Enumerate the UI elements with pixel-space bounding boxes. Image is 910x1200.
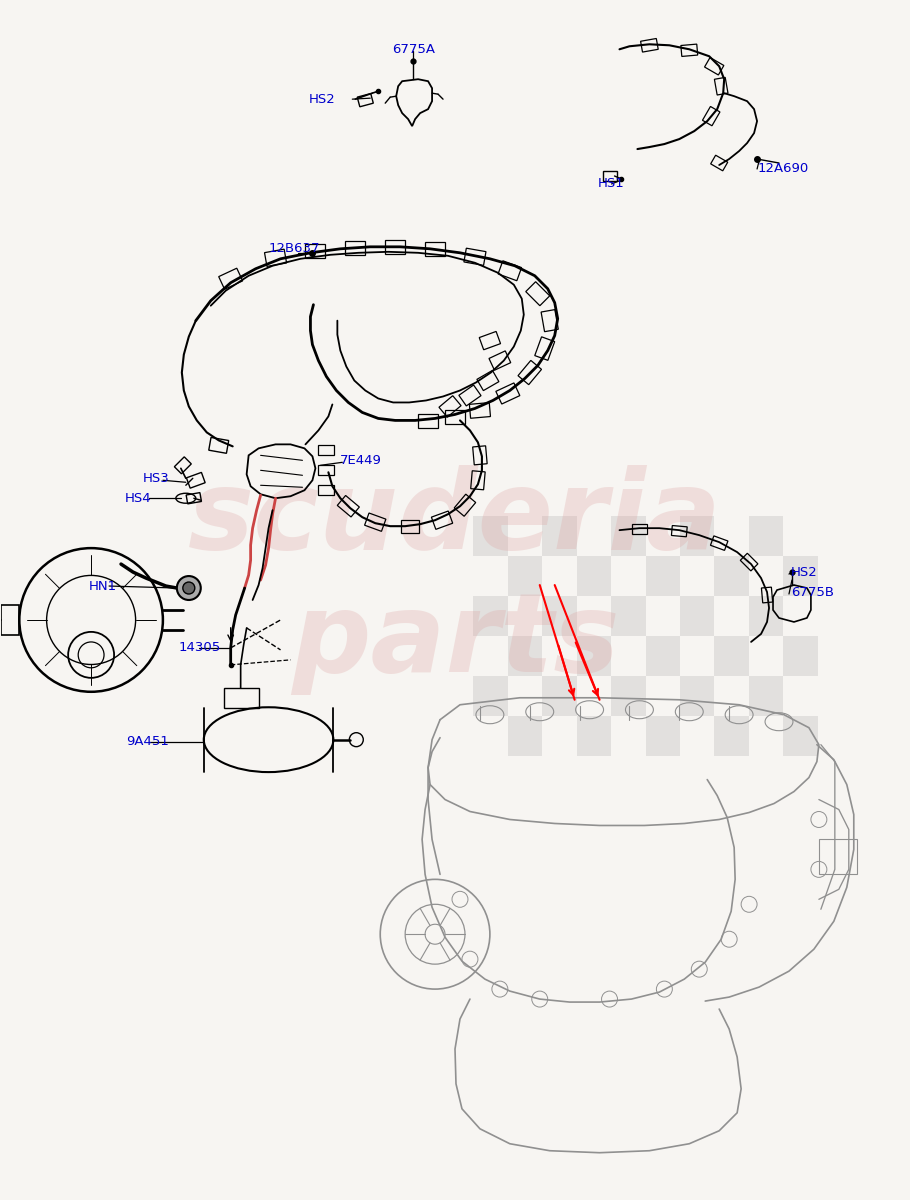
Bar (784, 715, 818, 756)
Bar (611, 596, 645, 636)
Bar (401, 520, 420, 533)
Bar (473, 596, 508, 636)
Bar (714, 77, 728, 95)
Bar (749, 516, 784, 556)
Bar (749, 676, 784, 715)
Bar (477, 371, 499, 391)
Bar (714, 715, 749, 756)
Bar (541, 310, 559, 331)
Bar (680, 516, 714, 556)
Bar (784, 556, 818, 596)
Circle shape (183, 582, 195, 594)
Bar (208, 438, 228, 454)
Bar (611, 516, 645, 556)
Bar (526, 282, 550, 306)
Bar (445, 410, 465, 425)
Bar (358, 94, 373, 107)
Bar (187, 493, 201, 504)
Bar (187, 473, 205, 488)
Bar (508, 556, 542, 596)
Bar (645, 556, 680, 596)
Bar (439, 396, 461, 418)
Bar (470, 403, 490, 419)
Bar (714, 556, 749, 596)
Bar (714, 636, 749, 676)
Text: HS2: HS2 (791, 565, 818, 578)
Bar (542, 596, 577, 636)
Bar (365, 514, 386, 532)
Bar (2, 605, 19, 635)
Text: 9A451: 9A451 (126, 736, 169, 748)
Bar (680, 676, 714, 715)
Bar (498, 260, 521, 281)
Text: 14305: 14305 (179, 641, 221, 654)
Bar (632, 524, 647, 534)
Bar (819, 840, 857, 875)
Bar (265, 250, 287, 266)
Bar (318, 466, 334, 475)
Bar (518, 360, 541, 385)
Bar (611, 676, 645, 715)
Bar (672, 526, 687, 536)
Bar (535, 337, 555, 360)
Bar (431, 511, 452, 529)
Bar (345, 241, 365, 254)
Bar (338, 496, 359, 517)
Bar (681, 44, 698, 56)
Bar (784, 636, 818, 676)
Bar (480, 331, 501, 349)
Bar (542, 516, 577, 556)
Bar (175, 457, 191, 474)
Bar (496, 383, 520, 404)
Text: HN1: HN1 (89, 580, 117, 593)
Bar (464, 248, 486, 265)
Text: 7E449: 7E449 (340, 454, 382, 467)
Bar (602, 170, 616, 181)
Bar (318, 445, 334, 455)
Bar (741, 553, 758, 571)
Bar (577, 556, 611, 596)
Text: 12B637: 12B637 (268, 242, 320, 256)
Bar (577, 636, 611, 676)
Bar (318, 485, 334, 496)
Bar (472, 446, 487, 464)
Bar (542, 676, 577, 715)
Bar (645, 636, 680, 676)
Bar (425, 242, 445, 256)
Text: 12A690: 12A690 (757, 162, 808, 175)
Bar (645, 715, 680, 756)
Bar (703, 107, 720, 126)
Bar (489, 350, 511, 371)
Bar (762, 587, 773, 602)
Text: HS2: HS2 (308, 92, 336, 106)
Bar (418, 414, 438, 428)
Bar (508, 715, 542, 756)
Circle shape (177, 576, 201, 600)
Bar (224, 688, 258, 708)
Bar (459, 385, 481, 406)
Text: 6775B: 6775B (791, 586, 834, 599)
Bar (454, 494, 476, 516)
Text: 6775A: 6775A (391, 43, 435, 55)
Bar (680, 596, 714, 636)
Bar (641, 38, 658, 52)
Bar (306, 244, 326, 258)
Bar (218, 268, 243, 289)
Bar (711, 536, 728, 551)
Bar (473, 676, 508, 715)
Bar (749, 596, 784, 636)
Bar (704, 58, 723, 74)
Text: scuderia
parts: scuderia parts (188, 464, 722, 696)
Bar (473, 516, 508, 556)
Bar (577, 715, 611, 756)
Bar (385, 240, 405, 254)
Text: HS3: HS3 (143, 472, 169, 485)
Text: HS4: HS4 (125, 492, 152, 505)
Bar (711, 155, 728, 170)
Bar (508, 636, 542, 676)
Text: HS1: HS1 (598, 178, 624, 191)
Bar (470, 470, 485, 490)
